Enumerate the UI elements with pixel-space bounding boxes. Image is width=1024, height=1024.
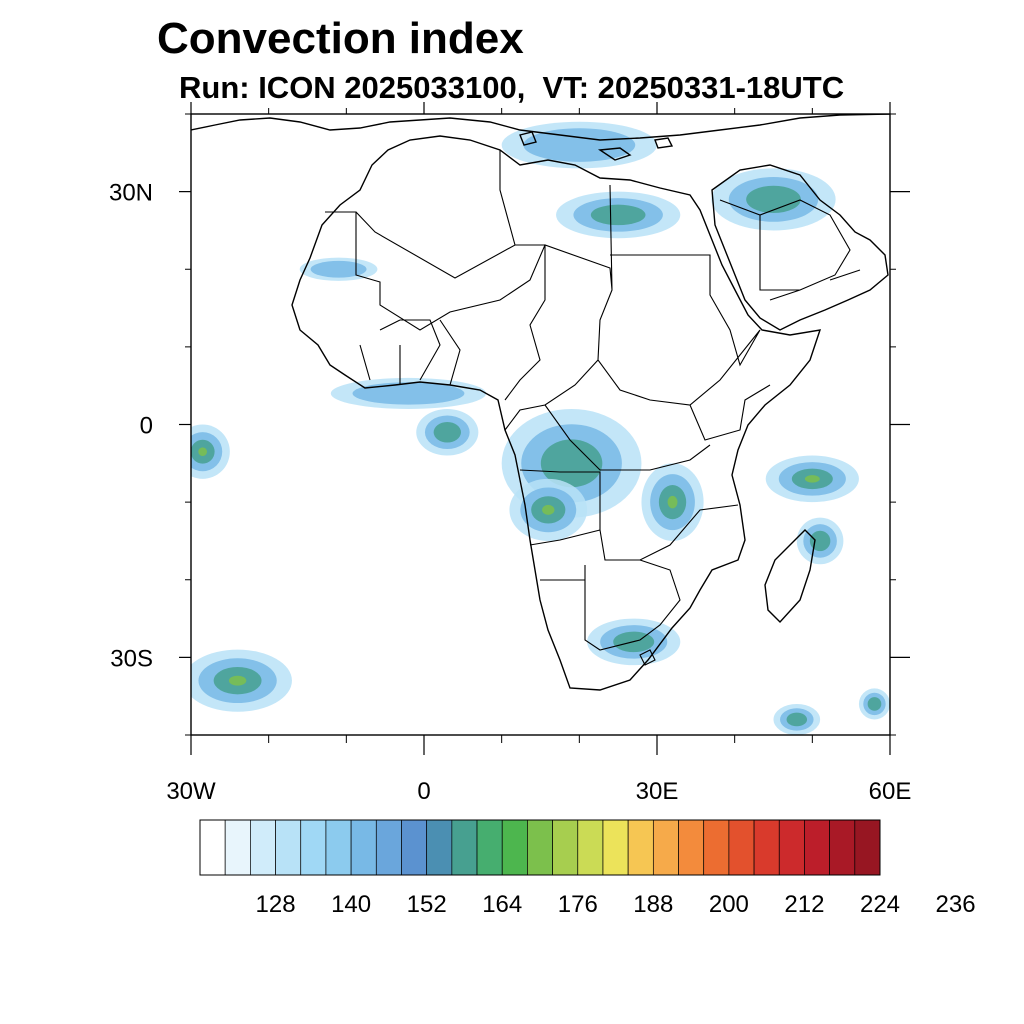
- border-lines: [325, 150, 771, 666]
- colorbar: 128 140 152 164 176 188 200 212 224 236: [199, 819, 976, 918]
- lat-tick-label: 30S: [110, 645, 153, 672]
- convection-cell-atlantic-equatorial: [198, 447, 207, 457]
- colorbar-label: 152: [407, 891, 447, 918]
- colorbar-swatch: [627, 819, 654, 876]
- convection-cell-south-atlantic-front: [228, 675, 247, 686]
- colorbar-swatch: [375, 819, 402, 876]
- colorbar-label: 188: [633, 891, 673, 918]
- convection-cell-mediterranean: [523, 128, 636, 162]
- colorbar-swatch: [552, 819, 579, 876]
- colorbar-swatch: [275, 819, 302, 876]
- colorbar-swatch: [224, 819, 251, 876]
- colorbar-swatch: [527, 819, 553, 876]
- colorbar-swatch: [778, 819, 805, 876]
- colorbar-label: 236: [936, 891, 976, 918]
- colorbar-label: 224: [860, 891, 900, 918]
- colorbar-label: 176: [558, 891, 598, 918]
- colorbar-label: 140: [331, 891, 371, 918]
- convection-cell-arabia-north: [746, 185, 801, 214]
- lat-tick-label: 30N: [109, 180, 153, 207]
- colorbar-label: 164: [482, 891, 522, 918]
- convection-cell-angola: [542, 504, 555, 515]
- convection-cell-lake-region: [667, 495, 678, 509]
- colorbar-swatch: [652, 819, 679, 876]
- colorbar-swatch: [451, 819, 478, 876]
- madagascar-coastline: [764, 529, 816, 624]
- arabia-coastline: [711, 164, 889, 331]
- convection-cell-indian-ocean-east: [804, 475, 820, 483]
- colorbar-swatch: [325, 819, 352, 876]
- colorbar-swatch: [728, 819, 755, 876]
- map-subtitle: Run: ICON 2025033100, VT: 20250331-18UTC: [179, 70, 845, 105]
- colorbar-swatch: [250, 819, 276, 876]
- convection-cell-egypt-band: [590, 204, 646, 226]
- coastline-layer: [191, 114, 890, 691]
- convection-cell-indian-ocean-south: [786, 712, 808, 727]
- arabia-borders: [719, 199, 861, 301]
- africa-coastline: [291, 135, 822, 691]
- convection-cell-madagascar-east: [809, 530, 831, 552]
- colorbar-swatch: [501, 819, 528, 876]
- convection-cell-western-sahara: [310, 260, 367, 278]
- colorbar-swatch: [602, 819, 629, 876]
- colorbar-swatch: [426, 819, 453, 876]
- colorbar-label: 200: [709, 891, 749, 918]
- lon-tick-label: 30W: [166, 778, 216, 805]
- convection-cell-indian-ocean-east-far: [867, 697, 882, 711]
- lat-tick-label: 0: [140, 413, 153, 440]
- colorbar-swatch: [753, 819, 780, 876]
- convection-field-layer: [191, 121, 890, 735]
- colorbar-swatch: [401, 819, 428, 876]
- lon-tick-label: 60E: [869, 778, 912, 805]
- convection-cell-gulf-of-guinea: [433, 422, 461, 443]
- colorbar-label: 212: [784, 891, 824, 918]
- colorbar-swatch: [300, 819, 327, 876]
- europe-coastline: [191, 114, 890, 141]
- colorbar-swatch: [678, 819, 705, 876]
- colorbar-swatch: [804, 819, 830, 876]
- colorbar-label: 128: [256, 891, 296, 918]
- colorbar-swatch: [703, 819, 730, 876]
- lon-tick-label: 30E: [636, 778, 679, 805]
- colorbar-frame: [199, 819, 881, 876]
- colorbar-swatch: [350, 819, 377, 876]
- colorbar-swatch: [854, 819, 881, 876]
- colorbar-swatch: [476, 819, 503, 876]
- lon-tick-label: 0: [417, 778, 430, 805]
- map-title: Convection index: [157, 14, 524, 63]
- colorbar-swatch: [829, 819, 856, 876]
- convection-cell-west-africa-coast: [352, 382, 465, 405]
- country-borders-layer: [325, 150, 861, 666]
- axis-ticks: 30N 0 30S 30W 0 30E 60E: [109, 102, 911, 805]
- mediterranean-islands: [519, 131, 674, 161]
- convection-cell-congo-basin: [540, 439, 603, 488]
- colorbar-swatch: [199, 819, 226, 876]
- colorbar-swatch: [577, 819, 604, 876]
